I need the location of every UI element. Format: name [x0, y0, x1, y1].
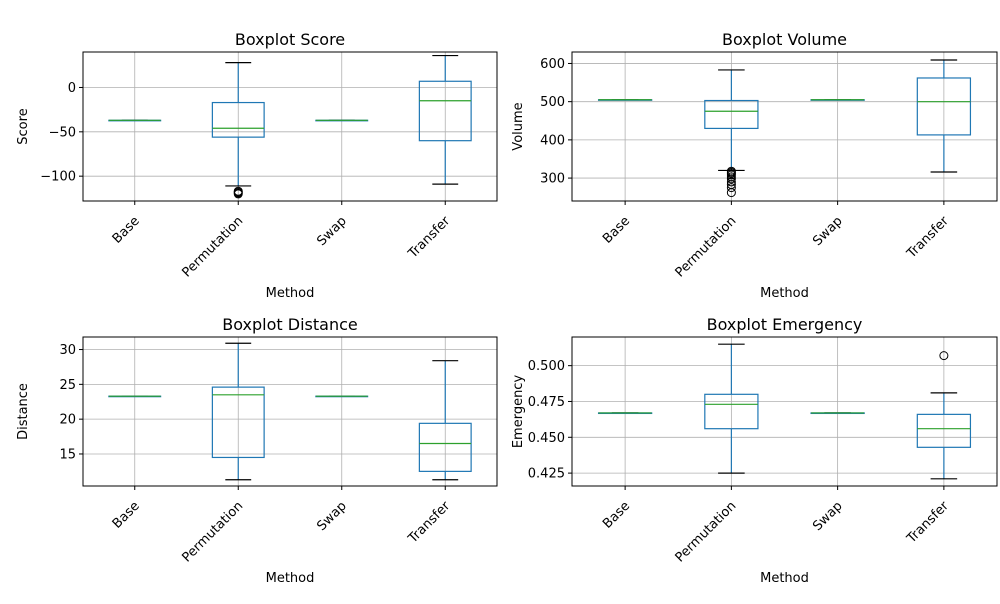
y-tick-label: 30 — [59, 343, 76, 358]
y-axis-label: Score — [16, 108, 31, 144]
box-base — [108, 119, 162, 122]
y-tick-label: 20 — [59, 413, 76, 428]
x-tick-label: Base — [110, 214, 143, 247]
box-iqr — [916, 413, 972, 448]
y-tick-label: 0.500 — [528, 359, 565, 374]
box-base — [597, 99, 653, 101]
box-permutation — [211, 342, 265, 481]
y-axis-label: Volume — [511, 102, 526, 150]
y-tick-label: 0.450 — [528, 431, 565, 446]
y-tick-label: 300 — [540, 172, 565, 187]
x-tick-label: Transfer — [405, 498, 454, 547]
axes-frame — [82, 51, 498, 202]
outlier-point — [233, 189, 243, 199]
x-tick-label: Permutation — [673, 499, 740, 566]
box-iqr — [704, 393, 759, 430]
box-iqr — [704, 99, 759, 130]
axes-frame — [571, 51, 998, 202]
subplot-title: Boxplot Volume — [722, 30, 847, 49]
box-base — [108, 395, 162, 398]
subplot-distance: 15 20 25 30 Base Permutation Swap Transfer Boxpl… — [16, 315, 498, 586]
box-transfer — [916, 351, 972, 480]
x-tick-label: Base — [600, 499, 633, 532]
outlier-point — [726, 183, 736, 193]
subplot-volume: 300 400 500 600 Base Permutation Swap Transfer B… — [511, 30, 998, 301]
y-tick-label: −50 — [49, 125, 76, 140]
x-tick-label: Base — [600, 214, 633, 247]
box-iqr — [211, 386, 265, 459]
box-iqr — [916, 77, 972, 136]
subplot-score: 0 −50 −100 Base Permutation Swap Transfer Boxpl… — [16, 30, 498, 301]
box-permutation — [211, 62, 265, 199]
outlier-point — [726, 177, 736, 187]
x-tick-label: Permutation — [180, 214, 247, 281]
box-base — [597, 412, 653, 415]
box-transfer — [418, 54, 472, 185]
x-axis-label: Method — [760, 286, 809, 301]
y-tick-label: 0.475 — [528, 395, 565, 410]
y-tick-label: 600 — [540, 57, 565, 72]
box-iqr — [418, 422, 472, 472]
box-iqr — [418, 80, 472, 142]
box-transfer — [418, 360, 472, 481]
y-tick-label: 25 — [59, 378, 76, 393]
x-tick-label: Swap — [314, 214, 349, 249]
x-tick-label: Permutation — [180, 499, 247, 566]
box-permutation — [704, 343, 759, 474]
x-tick-label: Swap — [810, 214, 845, 249]
y-axis-label: Distance — [16, 383, 31, 440]
box-swap — [810, 99, 865, 101]
y-axis-label: Emergency — [511, 375, 526, 449]
y-tick-label: 15 — [59, 447, 76, 462]
box-swap — [315, 119, 369, 122]
x-tick-label: Transfer — [904, 498, 953, 547]
y-tick-label: 400 — [540, 133, 565, 148]
x-tick-label: Swap — [810, 499, 845, 534]
x-axis-label: Method — [760, 571, 809, 586]
box-permutation — [704, 69, 759, 198]
axes-frame — [82, 336, 498, 487]
subplot-title: Boxplot Emergency — [707, 315, 863, 334]
x-tick-label: Transfer — [405, 213, 454, 262]
axes-frame — [571, 336, 998, 487]
box-transfer — [916, 59, 972, 173]
y-tick-label: −100 — [40, 170, 76, 185]
outlier-point — [726, 174, 736, 184]
subplot-title: Boxplot Distance — [222, 315, 357, 334]
x-tick-label: Base — [110, 499, 143, 532]
y-tick-label: 0.425 — [528, 467, 565, 482]
subplot-title: Boxplot Score — [235, 30, 345, 49]
x-tick-label: Permutation — [673, 214, 740, 281]
x-axis-label: Method — [266, 571, 315, 586]
subplot-emergency: 0.425 0.450 0.475 0.500 Base Permutation Swap T… — [511, 315, 998, 586]
box-swap — [810, 412, 865, 415]
x-tick-label: Transfer — [904, 213, 953, 262]
y-tick-label: 0 — [68, 81, 76, 96]
outlier-point — [939, 351, 949, 361]
box-swap — [315, 395, 369, 398]
outlier-point — [726, 188, 736, 198]
x-axis-label: Method — [266, 286, 315, 301]
x-tick-label: Swap — [314, 499, 349, 534]
box-iqr — [211, 101, 265, 138]
y-tick-label: 500 — [540, 95, 565, 110]
